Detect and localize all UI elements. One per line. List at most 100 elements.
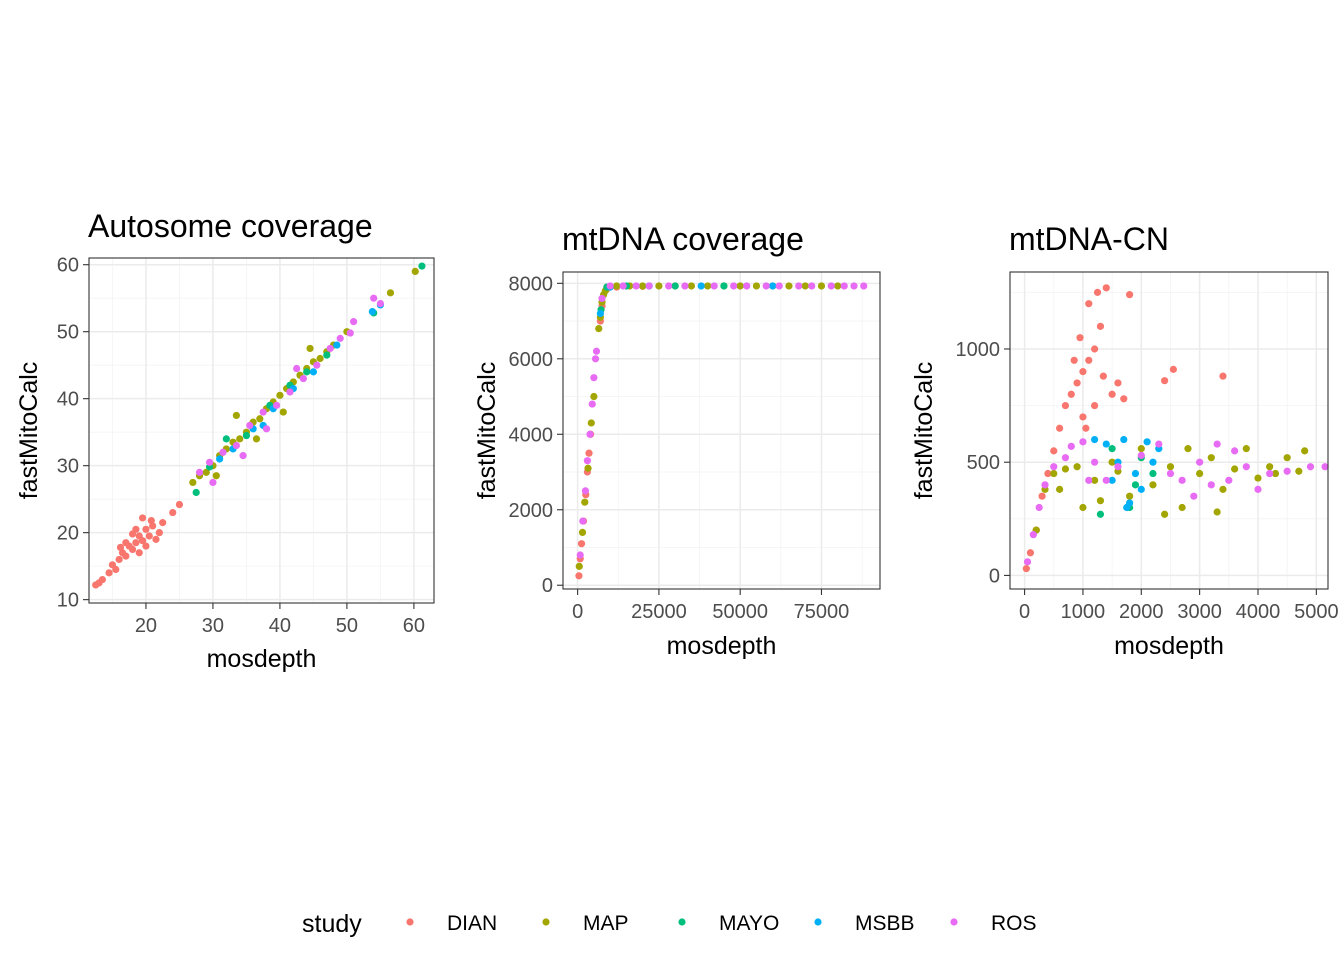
data-point-dian — [147, 517, 155, 525]
data-point-dian — [1026, 549, 1035, 557]
data-point-dian — [1061, 401, 1070, 410]
data-point-mayo — [671, 282, 679, 290]
data-point-ros — [795, 282, 803, 290]
data-point-dian — [575, 572, 583, 580]
data-point-dian — [1091, 401, 1099, 410]
data-point-ros — [576, 551, 584, 559]
plot-title: mtDNA-CN — [1009, 221, 1169, 257]
panel-border — [1009, 271, 1329, 590]
data-point-mayo — [222, 435, 230, 443]
x-tick-label: 3000 — [1177, 601, 1222, 623]
data-point-dian — [122, 539, 130, 547]
series-ros — [1023, 438, 1329, 566]
legend-label: MSBB — [855, 912, 915, 935]
data-point-dian — [1161, 377, 1169, 385]
data-point-map — [655, 282, 663, 290]
plot-title: mtDNA coverage — [562, 221, 804, 257]
data-point-map — [785, 282, 793, 290]
data-point-dian — [1082, 424, 1090, 432]
legend-key-ros — [950, 918, 958, 926]
data-point-map — [575, 562, 583, 570]
data-point-map — [212, 472, 220, 480]
data-point-ros — [1166, 469, 1175, 478]
data-point-ros — [1321, 463, 1329, 471]
x-tick-label: 25000 — [631, 601, 687, 623]
data-point-ros — [762, 282, 770, 290]
data-point-map — [252, 435, 261, 443]
data-point-mayo — [1096, 510, 1105, 518]
x-tick-label: 0 — [572, 601, 583, 623]
series-msbb — [1091, 435, 1163, 512]
x-tick-label: 40 — [269, 615, 291, 637]
data-point-ros — [1225, 476, 1233, 484]
data-point-map — [1073, 463, 1081, 471]
data-point-dian — [1022, 565, 1030, 573]
data-point-ros — [293, 364, 301, 373]
x-tick-label: 30 — [202, 615, 224, 637]
y-axis-title: fastMitoCalc — [473, 362, 501, 500]
x-axis-title: mosdepth — [207, 645, 317, 673]
data-point-ros — [592, 347, 601, 355]
data-point-ros — [1079, 438, 1087, 446]
data-point-dian — [152, 535, 160, 543]
data-point-mayo — [242, 431, 251, 440]
y-tick-label: 0 — [989, 565, 1000, 587]
legend-label: ROS — [991, 912, 1037, 935]
data-point-map — [736, 282, 744, 290]
data-point-ros — [232, 441, 240, 450]
data-point-ros — [1085, 476, 1093, 484]
data-point-ros — [1091, 458, 1099, 466]
data-point-mayo — [1108, 445, 1116, 453]
data-point-ros — [262, 425, 271, 433]
data-point-dian — [116, 543, 125, 551]
y-axis-title: fastMitoCalc — [910, 362, 938, 500]
data-point-dian — [1093, 288, 1102, 296]
data-point-dian — [1114, 379, 1122, 387]
data-point-msbb — [1149, 458, 1157, 466]
data-point-map — [1079, 503, 1087, 512]
data-point-map — [687, 282, 696, 290]
y-tick-label: 8000 — [509, 273, 554, 295]
data-point-map — [590, 392, 598, 401]
data-point-mayo — [1131, 481, 1140, 489]
data-point-mayo — [192, 488, 200, 497]
series-dian — [92, 500, 184, 589]
data-point-dian — [1102, 284, 1110, 292]
data-point-msbb — [1120, 435, 1128, 444]
data-point-map — [1108, 458, 1116, 466]
data-point-msbb — [333, 341, 341, 349]
data-point-map — [817, 282, 826, 290]
y-tick-label: 1000 — [956, 339, 1001, 361]
y-tick-label: 0 — [542, 575, 553, 597]
data-point-map — [639, 282, 647, 290]
data-point-msbb — [1108, 476, 1116, 484]
legend-key-dian — [406, 918, 414, 926]
data-point-dian — [1079, 368, 1087, 376]
data-point-ros — [370, 294, 378, 302]
data-point-map — [189, 478, 197, 487]
data-point-ros — [606, 282, 614, 290]
legend-label: DIAN — [447, 912, 497, 935]
x-tick-label: 5000 — [1294, 601, 1339, 623]
data-point-ros — [583, 457, 591, 465]
data-point-ros — [299, 374, 307, 383]
data-point-dian — [1085, 300, 1093, 308]
y-tick-label: 30 — [57, 456, 79, 478]
y-tick-label: 50 — [57, 322, 79, 344]
data-point-ros — [619, 282, 627, 290]
legend-item-mayo: MAYO — [678, 912, 779, 935]
data-point-dian — [155, 529, 163, 537]
legend-key-mayo — [678, 918, 686, 926]
data-point-mayo — [303, 368, 311, 376]
data-point-ros — [840, 282, 848, 290]
data-point-dian — [169, 508, 177, 517]
legend-item-msbb: MSBB — [814, 912, 915, 935]
data-point-mayo — [418, 262, 426, 270]
data-point-map — [1096, 497, 1105, 505]
panel-background — [563, 272, 880, 589]
panel-mtdna-coverage: 0 25000 50000 75000 0 2000 4000 6000 8000 mtDNA c… — [473, 221, 881, 660]
data-point-dian — [112, 565, 120, 574]
y-tick-label: 10 — [57, 590, 79, 612]
data-point-ros — [219, 448, 227, 456]
data-point-ros — [590, 374, 598, 382]
